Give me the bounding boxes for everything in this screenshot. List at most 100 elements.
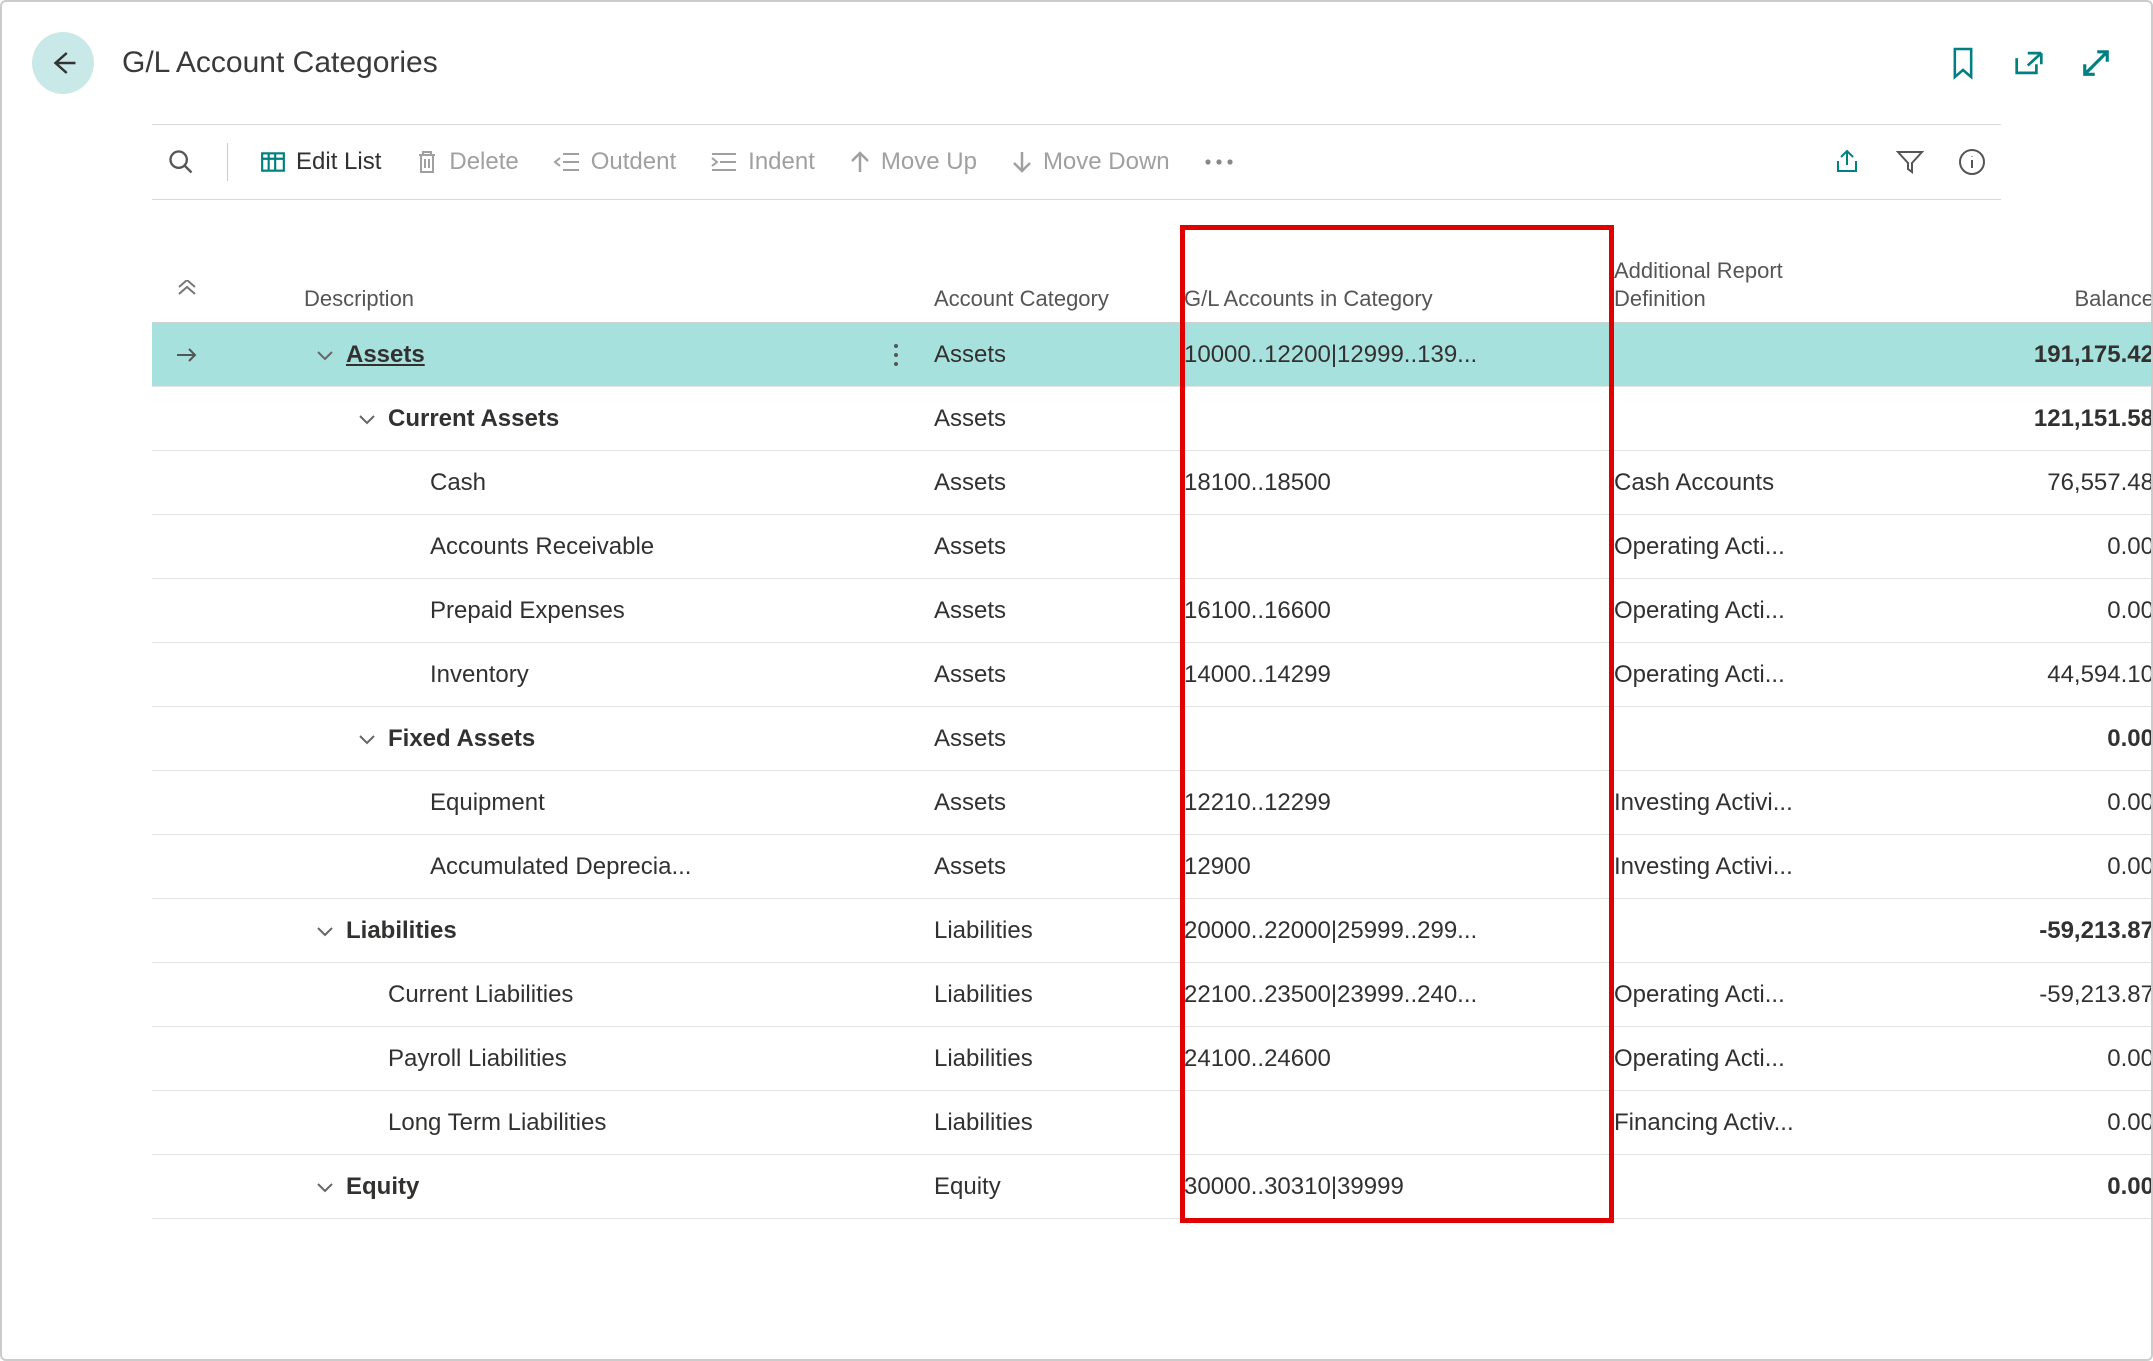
chevron-down-icon[interactable] [354, 412, 380, 426]
table-row[interactable]: Accumulated Deprecia...Assets12900Invest… [152, 835, 2153, 899]
table-row[interactable]: LiabilitiesLiabilities20000..22000|25999… [152, 899, 2153, 963]
chevron-down-icon[interactable] [312, 348, 338, 362]
cell-description: Equity [292, 1173, 922, 1201]
cell-gl-accounts: 14000..14299 [1172, 661, 1602, 689]
table-row[interactable]: EquipmentAssets12210..12299Investing Act… [152, 771, 2153, 835]
toolbar-divider [227, 143, 228, 181]
cell-balance: 0.00 [1882, 1045, 2153, 1073]
table-row[interactable]: InventoryAssets14000..14299Operating Act… [152, 643, 2153, 707]
cell-description: Accumulated Deprecia... [292, 853, 922, 881]
col-header-gl-accounts[interactable]: G/L Accounts in Category [1172, 286, 1602, 312]
cell-category: Assets [922, 597, 1172, 625]
cell-gl-accounts: 30000..30310|39999 [1172, 1173, 1602, 1201]
cell-balance: -59,213.87 [1882, 917, 2153, 945]
move-up-icon [849, 150, 871, 174]
description-text: Assets [346, 341, 425, 369]
cell-gl-accounts: 18100..18500 [1172, 469, 1602, 497]
table-row[interactable]: Payroll LiabilitiesLiabilities24100..246… [152, 1027, 2153, 1091]
cell-description: Current Assets [292, 405, 922, 433]
back-button[interactable] [32, 32, 94, 94]
chevron-down-icon[interactable] [354, 732, 380, 746]
chevron-down-icon[interactable] [312, 924, 338, 938]
cell-description: Accounts Receivable [292, 533, 922, 561]
cell-description: Fixed Assets [292, 725, 922, 753]
delete-icon [415, 149, 439, 175]
edit-list-button[interactable]: Edit List [260, 148, 381, 176]
cell-gl-accounts: 20000..22000|25999..299... [1172, 917, 1602, 945]
expand-icon[interactable] [2081, 48, 2111, 78]
search-icon[interactable] [167, 148, 195, 176]
cell-report-definition: Operating Acti... [1602, 1045, 1882, 1073]
cell-description: Assets [292, 341, 922, 369]
table-row[interactable]: Current AssetsAssets121,151.58 [152, 387, 2153, 451]
move-up-button[interactable]: Move Up [849, 148, 977, 176]
edit-list-icon [260, 149, 286, 175]
cell-description: Prepaid Expenses [292, 597, 922, 625]
cell-report-definition: Operating Acti... [1602, 661, 1882, 689]
table-row[interactable]: Fixed AssetsAssets0.00 [152, 707, 2153, 771]
toolbar: Edit List Delete Outdent [152, 124, 2001, 200]
cell-balance: -59,213.87 [1882, 981, 2153, 1009]
cell-category: Assets [922, 405, 1172, 433]
share-icon[interactable] [1834, 149, 1862, 175]
table-row[interactable]: Accounts ReceivableAssets Operating Acti.… [152, 515, 2153, 579]
cell-category: Assets [922, 533, 1172, 561]
outdent-label: Outdent [591, 148, 676, 176]
more-actions-button[interactable] [1204, 157, 1234, 167]
cell-description: Current Liabilities [292, 981, 922, 1009]
cell-balance: 0.00 [1882, 789, 2153, 817]
collapse-all-button[interactable] [152, 280, 222, 312]
cell-description: Equipment [292, 789, 922, 817]
table-row[interactable]: AssetsAssets10000..12200|12999..139...19… [152, 323, 2153, 387]
table-row[interactable]: Long Term LiabilitiesLiabilitiesFinancin… [152, 1091, 2153, 1155]
cell-balance: 76,557.48 [1882, 469, 2153, 497]
cell-balance: 0.00 [1882, 725, 2153, 753]
cell-balance: 44,594.10 [1882, 661, 2153, 689]
popout-icon[interactable] [2013, 49, 2045, 77]
outdent-button[interactable]: Outdent [553, 148, 676, 176]
toolbar-container: Edit List Delete Outdent [2, 124, 2151, 200]
move-up-label: Move Up [881, 148, 977, 176]
cell-category: Assets [922, 853, 1172, 881]
table-row[interactable]: EquityEquity30000..30310|399990.00 [152, 1155, 2153, 1219]
col-header-category[interactable]: Account Category [922, 286, 1172, 312]
cell-balance: 0.00 [1882, 533, 2153, 561]
grid-rows: AssetsAssets10000..12200|12999..139...19… [152, 323, 2153, 1219]
table-row[interactable]: Cash Assets18100..18500Cash Accounts76,55… [152, 451, 2153, 515]
description-text: Equipment [430, 789, 545, 817]
header-actions [1949, 46, 2111, 80]
indent-button[interactable]: Indent [710, 148, 815, 176]
move-down-label: Move Down [1043, 148, 1170, 176]
chevron-down-icon[interactable] [312, 1180, 338, 1194]
cell-category: Liabilities [922, 981, 1172, 1009]
table-row[interactable]: Current LiabilitiesLiabilities22100..235… [152, 963, 2153, 1027]
cell-category: Assets [922, 469, 1172, 497]
cell-report-definition: Cash Accounts [1602, 469, 1882, 497]
cell-balance: 0.00 [1882, 1173, 2153, 1201]
delete-button[interactable]: Delete [415, 148, 518, 176]
col-header-report-def[interactable]: Additional Report Definition [1602, 257, 1882, 312]
cell-description: Inventory [292, 661, 922, 689]
cell-report-definition: Operating Acti... [1602, 533, 1882, 561]
page-title: G/L Account Categories [122, 46, 1949, 80]
outdent-icon [553, 151, 581, 173]
grid-header-row: Description Account Category G/L Account… [152, 225, 2153, 323]
table-row[interactable]: Prepaid ExpensesAssets16100..16600Operat… [152, 579, 2153, 643]
move-down-button[interactable]: Move Down [1011, 148, 1170, 176]
grid-container: Description Account Category G/L Account… [2, 200, 2151, 1359]
col-header-balance[interactable]: Balance [1882, 286, 2153, 312]
description-text: Long Term Liabilities [388, 1109, 606, 1137]
description-text: Payroll Liabilities [388, 1045, 567, 1073]
page-header: G/L Account Categories [2, 2, 2151, 124]
cell-gl-accounts: 12900 [1172, 853, 1602, 881]
col-header-description[interactable]: Description [292, 286, 922, 312]
description-text: Equity [346, 1173, 419, 1201]
info-icon[interactable] [1958, 148, 1986, 176]
filter-icon[interactable] [1896, 149, 1924, 175]
row-menu-button[interactable] [892, 342, 900, 368]
description-text: Fixed Assets [388, 725, 535, 753]
cell-category: Equity [922, 1173, 1172, 1201]
description-text: Cash [430, 469, 486, 497]
bookmark-icon[interactable] [1949, 46, 1977, 80]
cell-balance: 0.00 [1882, 1109, 2153, 1137]
